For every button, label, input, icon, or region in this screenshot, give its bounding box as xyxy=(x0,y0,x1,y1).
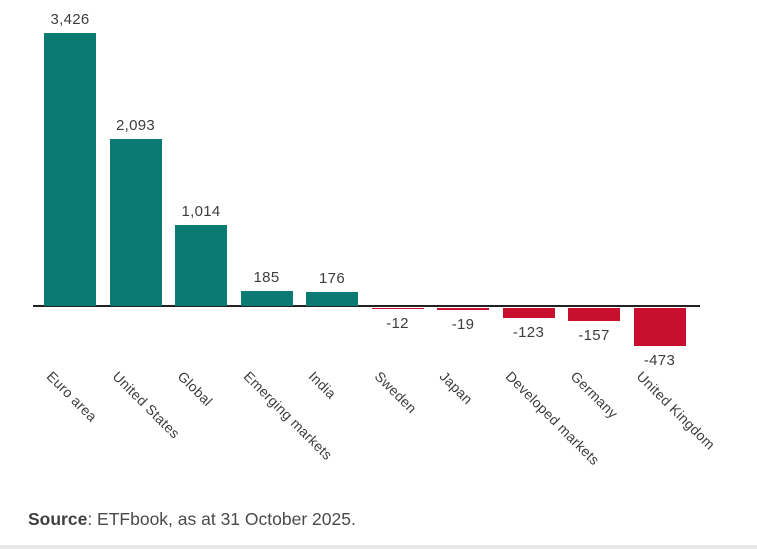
bar-emerging-markets xyxy=(240,291,293,306)
bar-developed-markets xyxy=(502,308,555,318)
bar-value-label: 3,426 xyxy=(50,11,90,28)
bar-value-label: 1,014 xyxy=(181,203,221,220)
x-axis-label: Global xyxy=(174,368,216,410)
x-axis-label: India xyxy=(305,368,340,402)
source-label: Source xyxy=(28,509,88,529)
x-axis-label: Japan xyxy=(436,368,477,408)
bar-value-label: 176 xyxy=(319,270,345,287)
bar-united-states xyxy=(109,139,162,306)
x-axis-label: United States xyxy=(109,368,183,442)
x-axis-label: United Kingdom xyxy=(633,368,718,453)
bar-germany xyxy=(568,308,620,321)
bar-value-label: 2,093 xyxy=(115,117,156,134)
bar-value-label: -157 xyxy=(578,327,610,344)
bar-value-label: -123 xyxy=(512,324,545,341)
x-axis-label: Euro area xyxy=(43,368,101,425)
bar-value-label: 185 xyxy=(253,269,280,286)
bar-united-kingdom xyxy=(633,308,686,346)
source-text: : ETFbook, as at 31 October 2025. xyxy=(87,509,356,529)
bar-global xyxy=(175,225,227,306)
bar-value-label: -19 xyxy=(451,316,475,333)
bar-value-label: -473 xyxy=(643,352,676,369)
x-axis-label: Germany xyxy=(567,368,622,422)
bottom-divider xyxy=(0,545,757,549)
bar-value-label: -12 xyxy=(386,315,409,332)
bar-india xyxy=(306,292,358,306)
x-axis-line xyxy=(33,305,700,307)
x-axis-label: Sweden xyxy=(371,368,420,417)
source-note: Source: ETFbook, as at 31 October 2025. xyxy=(28,509,356,530)
bar-sweden xyxy=(371,308,424,309)
bar-euro-area xyxy=(44,33,96,306)
bar-japan xyxy=(437,308,489,310)
